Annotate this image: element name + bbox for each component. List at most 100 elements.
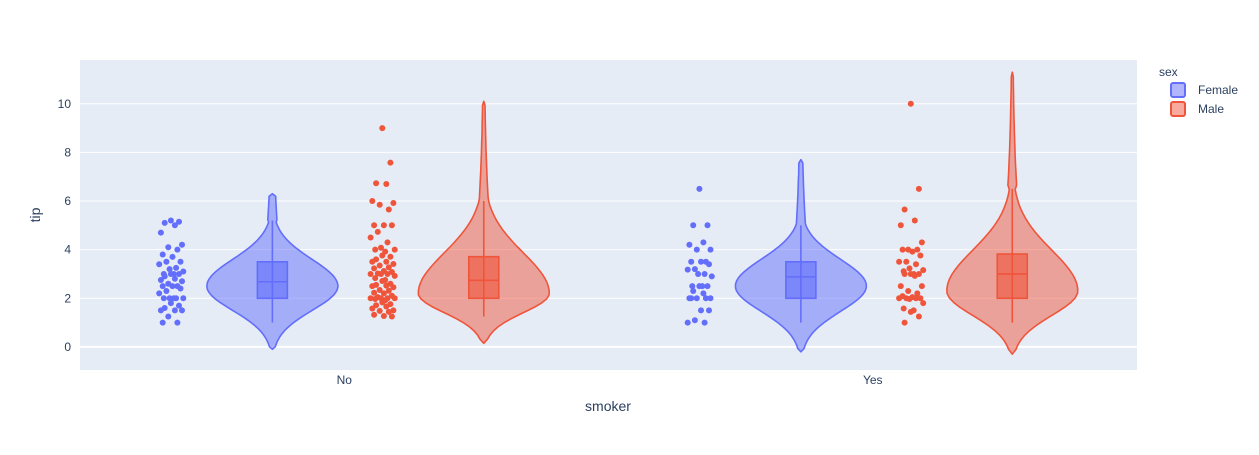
data-point [179,241,185,248]
data-point [167,271,174,277]
data-point [918,283,925,290]
data-point [179,278,185,285]
data-point [896,258,903,265]
data-point [169,283,176,290]
x-tick-label: Yes [863,373,883,387]
data-point [166,295,173,302]
y-tick-label: 8 [64,145,71,159]
data-point [696,283,703,290]
data-point [156,290,163,297]
data-point [369,198,376,204]
data-point [170,295,177,302]
data-point [390,200,397,206]
data-point [701,271,708,277]
data-point [388,313,395,320]
data-point [163,288,170,294]
data-point [372,275,379,282]
data-point [708,273,715,280]
data-point [695,271,702,277]
data-point [899,246,906,253]
data-point [367,234,374,241]
data-point [159,319,166,326]
data-point [376,287,383,293]
data-point [177,285,184,292]
box-iqr [785,261,817,300]
data-point [163,258,170,265]
data-point [391,272,398,279]
data-point [159,251,166,258]
data-point [698,258,704,265]
data-point [388,222,395,229]
data-point [161,273,168,280]
data-point [702,295,709,302]
data-point [896,295,903,302]
x-tick-label: No [337,373,353,387]
data-point [391,295,398,302]
legend: sex Female Male [1159,65,1238,117]
data-point [700,290,707,297]
data-point [376,262,383,269]
data-point [915,313,922,320]
data-point [383,181,390,187]
data-point [387,253,394,260]
data-point [174,246,181,253]
data-point [689,283,696,290]
data-point [704,283,711,290]
box-iqr [467,255,500,300]
data-point [906,265,913,272]
data-point [901,206,908,213]
data-point [698,307,704,314]
data-point [909,248,916,255]
data-point [706,307,712,314]
legend-swatch-male [1170,101,1186,117]
data-point [369,258,376,265]
data-point [696,185,703,192]
data-point [903,258,910,265]
data-point [385,287,392,294]
data-point [180,295,187,302]
y-tick-label: 6 [64,194,71,208]
data-point [378,271,384,277]
data-point [385,206,392,213]
data-point [914,290,921,297]
data-point [920,300,927,307]
data-point [371,289,378,296]
data-point [913,295,919,302]
y-tick-label: 10 [58,97,72,111]
data-point [390,261,397,267]
data-point [173,264,180,271]
data-point [176,218,182,225]
data-point [379,125,386,132]
y-tick-label: 4 [64,243,71,257]
data-point [915,185,922,192]
data-point [372,246,379,253]
data-point [700,239,707,246]
data-point [690,288,697,294]
data-point [171,222,178,229]
data-point [693,295,700,302]
points [156,100,927,326]
data-point [387,159,394,166]
data-point [704,222,711,229]
data-point [378,244,384,251]
data-point [707,246,714,253]
data-point [901,319,908,326]
tick-labels: 0 2 4 6 8 10 No Yes [58,97,883,387]
data-point [384,271,391,277]
box-iqr [256,261,289,300]
data-point [174,319,181,326]
data-point [911,272,918,279]
data-point [376,307,383,314]
data-point [684,266,691,273]
data-point [165,244,172,251]
data-point [169,253,176,260]
data-point [176,271,182,277]
data-point [701,319,708,326]
legend-title: sex [1159,65,1178,79]
violins [206,71,1079,356]
data-point [690,222,697,229]
data-point [691,266,698,273]
y-tick-label: 2 [64,291,71,305]
